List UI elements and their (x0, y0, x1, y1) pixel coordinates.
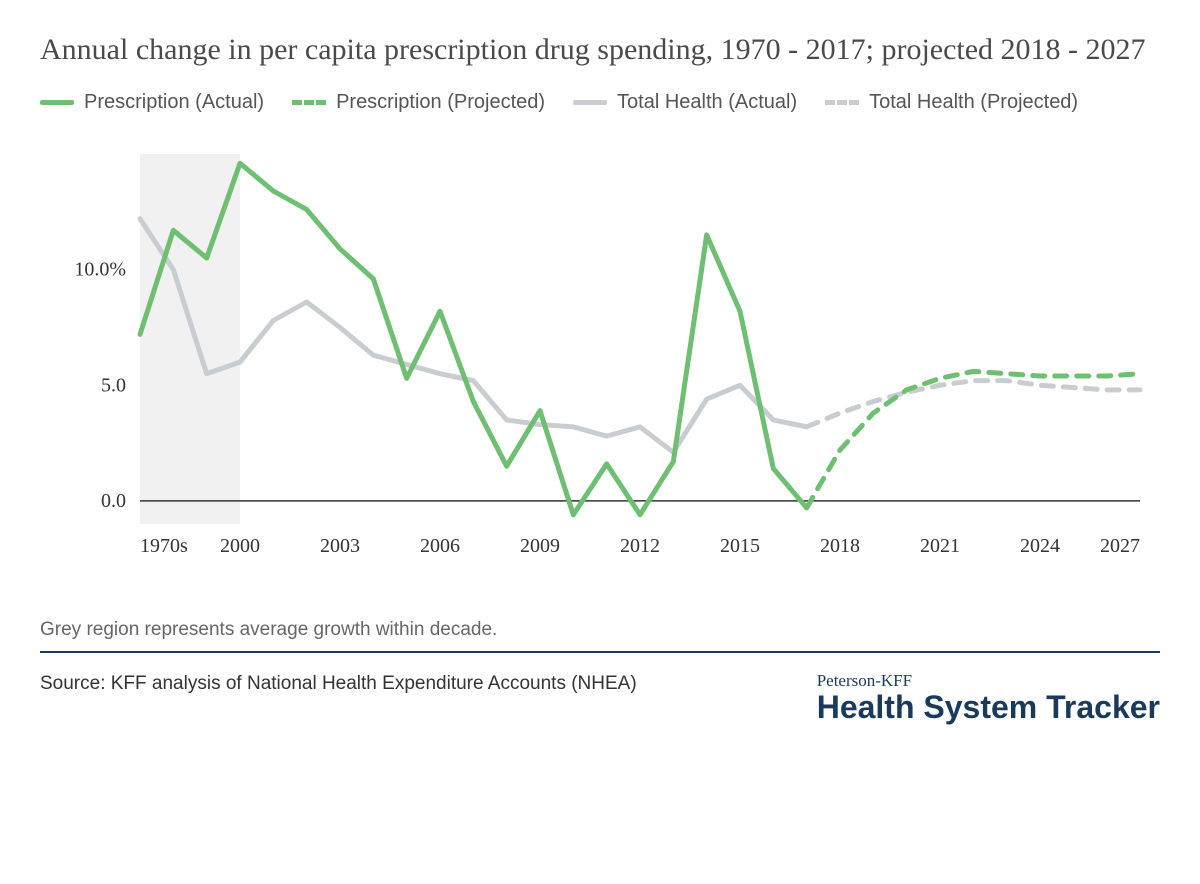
divider (40, 651, 1160, 653)
brand-logo: Peterson-KFF Health System Tracker (817, 671, 1160, 725)
svg-text:2015: 2015 (720, 535, 760, 557)
brand-main-text: Health System Tracker (817, 691, 1160, 725)
svg-text:10.0%: 10.0% (74, 258, 126, 280)
svg-text:0.0: 0.0 (101, 489, 126, 511)
legend-item: Prescription (Projected) (292, 91, 545, 114)
svg-text:1970s: 1970s (140, 535, 188, 557)
legend-item: Prescription (Actual) (40, 91, 264, 114)
legend-swatch (825, 100, 859, 105)
legend-swatch (573, 100, 607, 105)
svg-text:2024: 2024 (1020, 535, 1060, 557)
legend-label: Total Health (Actual) (617, 91, 797, 114)
source-text: Source: KFF analysis of National Health … (40, 671, 637, 698)
legend: Prescription (Actual) Prescription (Proje… (40, 91, 1160, 114)
svg-text:2009: 2009 (520, 535, 560, 557)
legend-item: Total Health (Actual) (573, 91, 797, 114)
svg-text:2027: 2027 (1100, 535, 1140, 557)
brand-top-text: Peterson-KFF (817, 671, 1160, 691)
footer: Source: KFF analysis of National Health … (40, 671, 1160, 725)
chart-note: Grey region represents average growth wi… (40, 619, 1160, 641)
legend-swatch (40, 100, 74, 105)
svg-text:2021: 2021 (920, 535, 960, 557)
legend-swatch (292, 100, 326, 105)
svg-text:2018: 2018 (820, 535, 860, 557)
legend-label: Prescription (Projected) (336, 91, 545, 114)
svg-text:2003: 2003 (320, 535, 360, 557)
svg-text:2006: 2006 (420, 535, 460, 557)
legend-label: Prescription (Actual) (84, 91, 264, 114)
svg-text:5.0: 5.0 (101, 374, 126, 396)
chart-title: Annual change in per capita prescription… (40, 30, 1160, 71)
svg-text:2012: 2012 (620, 535, 660, 557)
line-chart: 0.0 5.0 10.0% 1970s 2000 2003 2006 2009 2012 2015… (50, 144, 1150, 584)
chart-area: 0.0 5.0 10.0% 1970s 2000 2003 2006 2009 2012 2015… (50, 144, 1150, 584)
svg-text:2000: 2000 (220, 535, 260, 557)
legend-item: Total Health (Projected) (825, 91, 1078, 114)
legend-label: Total Health (Projected) (869, 91, 1078, 114)
